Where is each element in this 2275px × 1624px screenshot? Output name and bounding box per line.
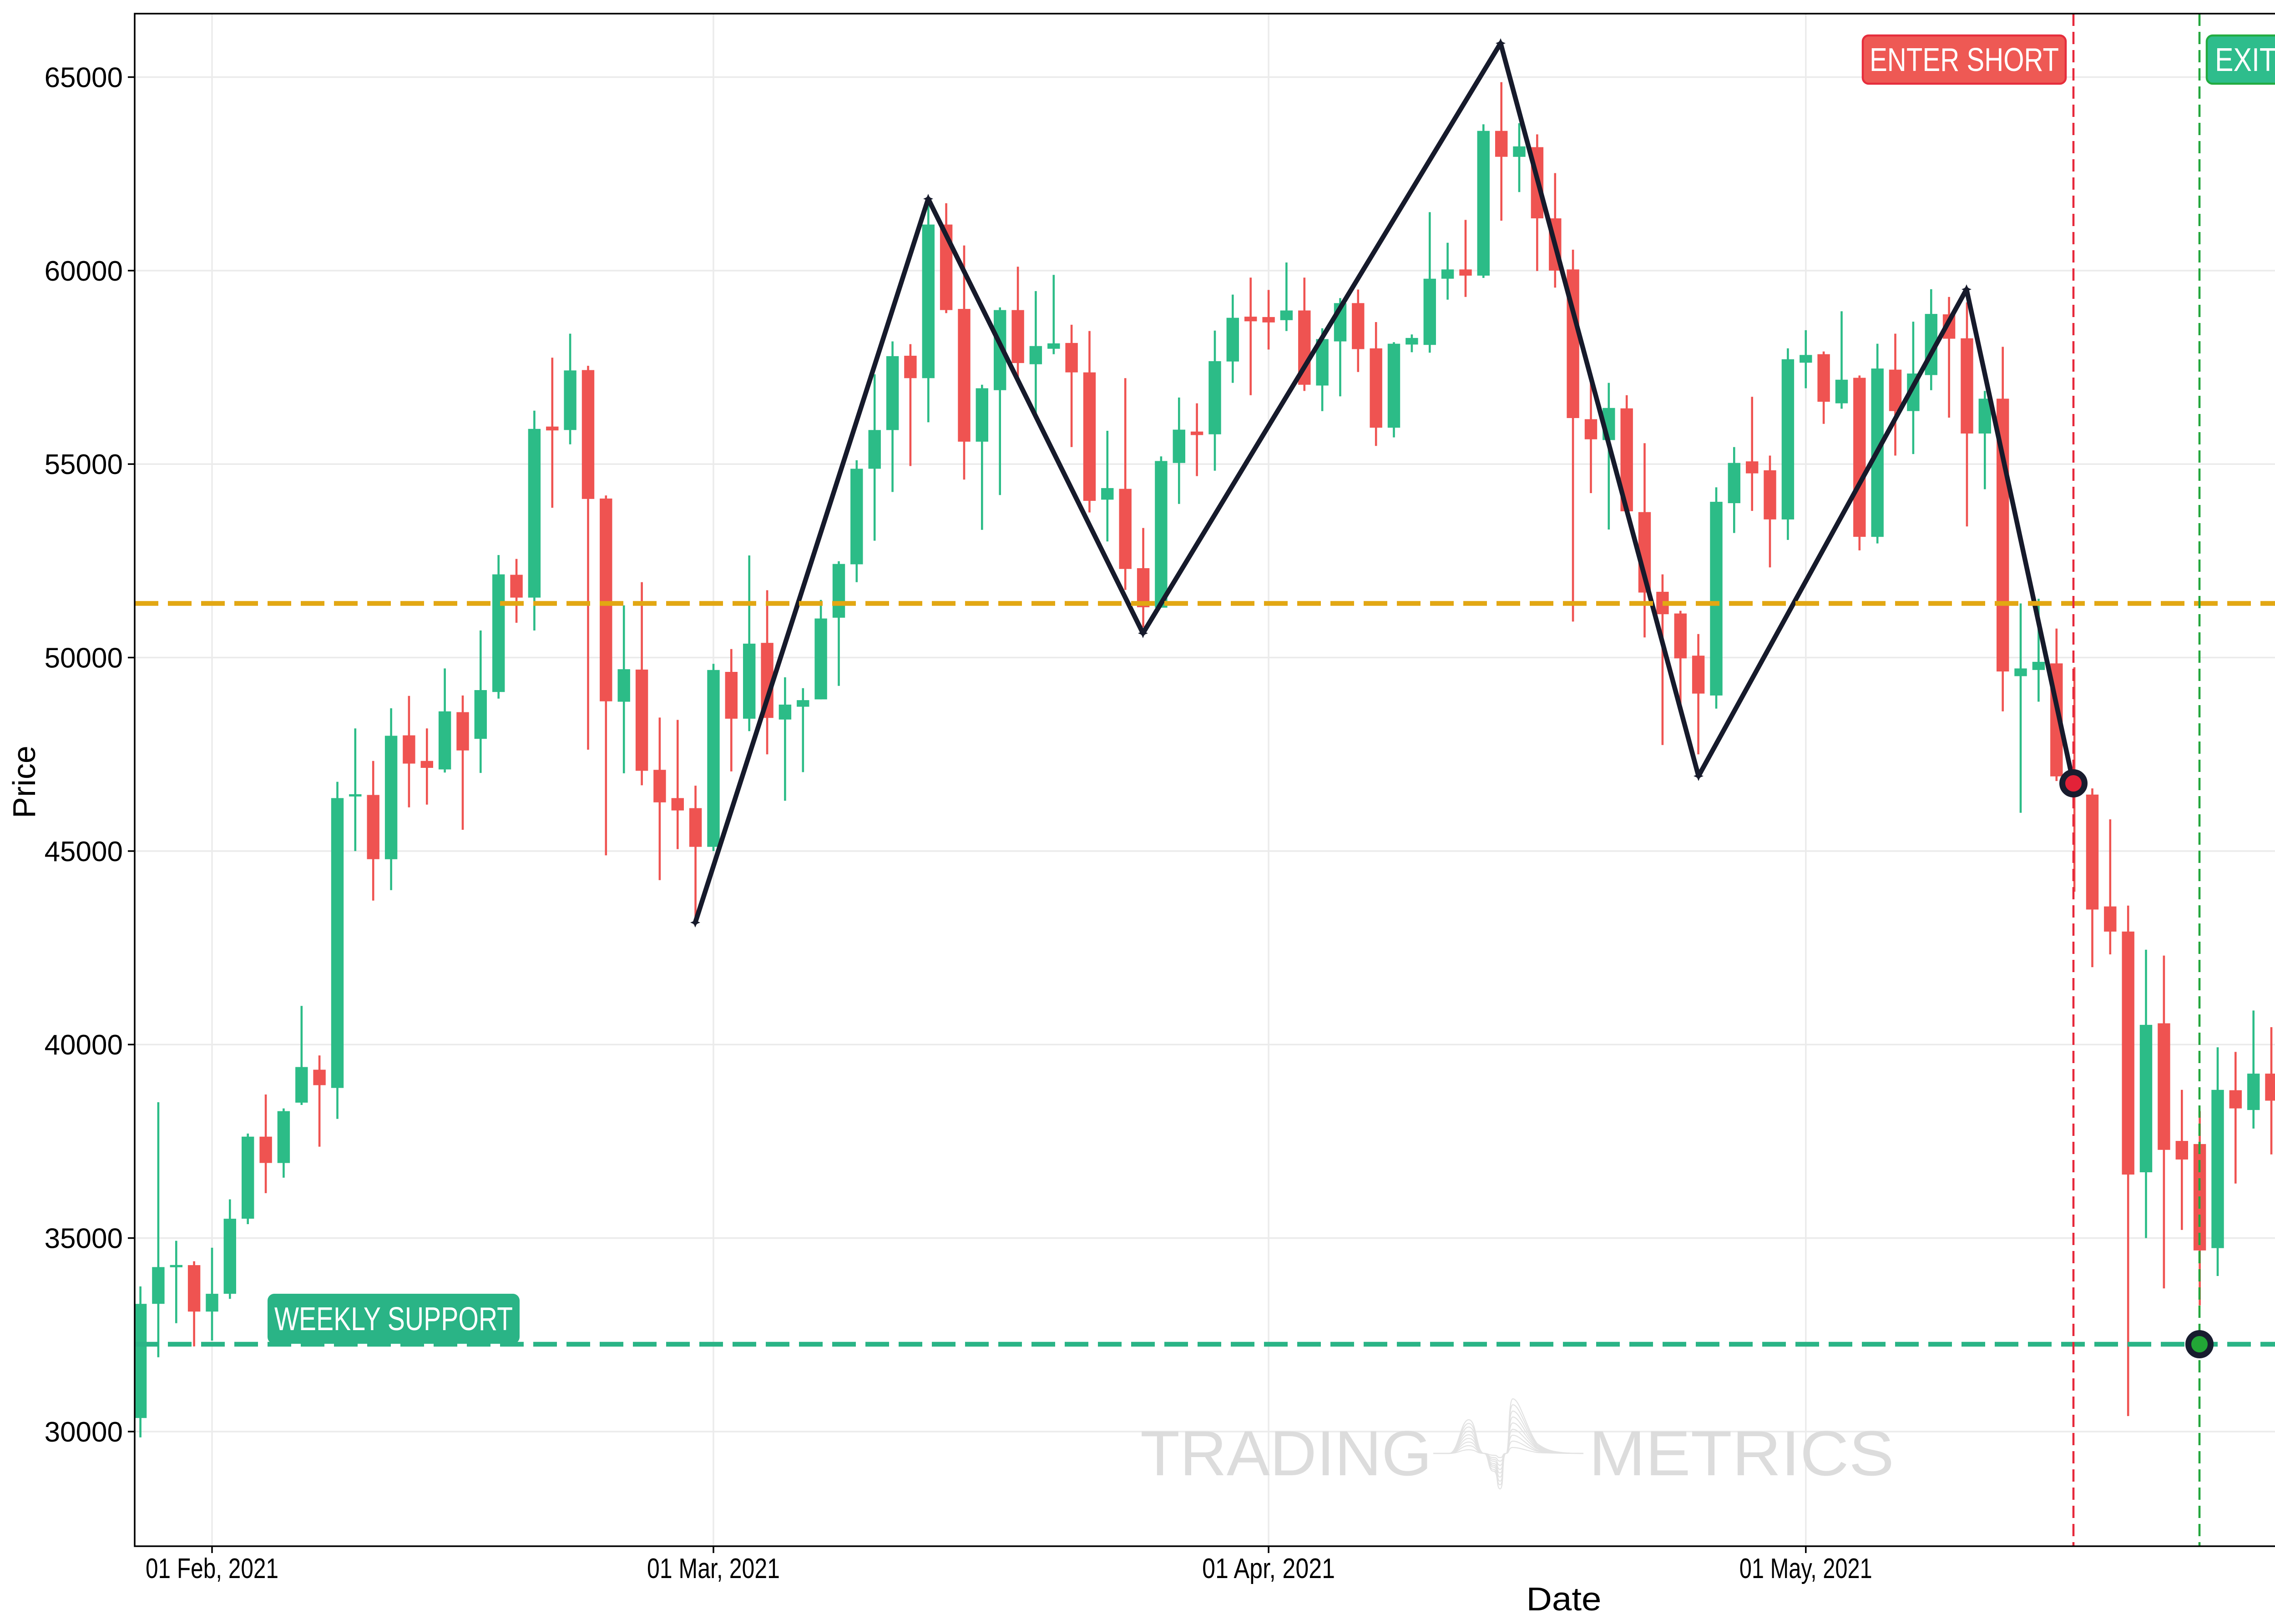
svg-text:METRICS: METRICS: [1589, 1417, 1894, 1489]
svg-text:TRADING: TRADING: [1140, 1417, 1432, 1489]
svg-text:01 Mar, 2021: 01 Mar, 2021: [647, 1553, 780, 1584]
svg-text:Price: Price: [6, 746, 42, 818]
svg-text:35000: 35000: [45, 1223, 123, 1255]
svg-text:65000: 65000: [45, 62, 123, 94]
svg-text:01 May, 2021: 01 May, 2021: [1739, 1553, 1872, 1584]
svg-text:40000: 40000: [45, 1029, 123, 1061]
svg-text:ENTER SHORT: ENTER SHORT: [1870, 42, 2059, 78]
svg-text:01 Feb, 2021: 01 Feb, 2021: [146, 1553, 278, 1584]
svg-text:50000: 50000: [45, 643, 123, 674]
svg-text:WEEKLY SUPPORT: WEEKLY SUPPORT: [274, 1301, 513, 1337]
svg-text:60000: 60000: [45, 256, 123, 287]
svg-text:30000: 30000: [45, 1417, 123, 1448]
svg-text:55000: 55000: [45, 449, 123, 480]
svg-text:EXIT SHORT: EXIT SHORT: [2215, 42, 2275, 78]
svg-text:45000: 45000: [45, 836, 123, 867]
svg-text:01 Apr, 2021: 01 Apr, 2021: [1202, 1553, 1335, 1584]
svg-text:Date: Date: [1527, 1581, 1602, 1618]
